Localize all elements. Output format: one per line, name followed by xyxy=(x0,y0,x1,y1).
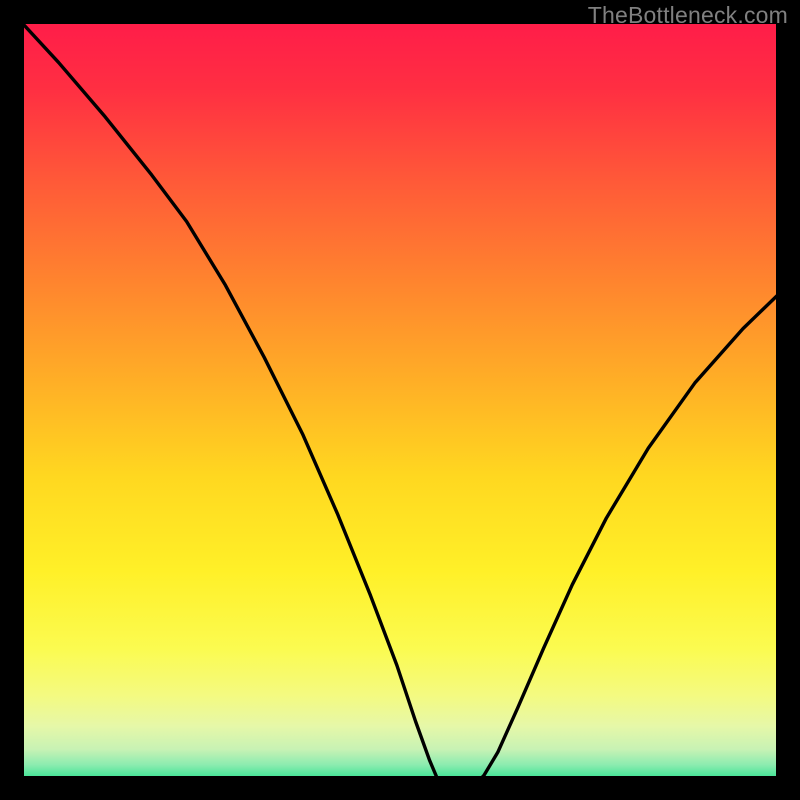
bottleneck-chart: TheBottleneck.com xyxy=(0,0,800,800)
chart-svg xyxy=(0,0,800,800)
watermark-text: TheBottleneck.com xyxy=(588,2,788,29)
